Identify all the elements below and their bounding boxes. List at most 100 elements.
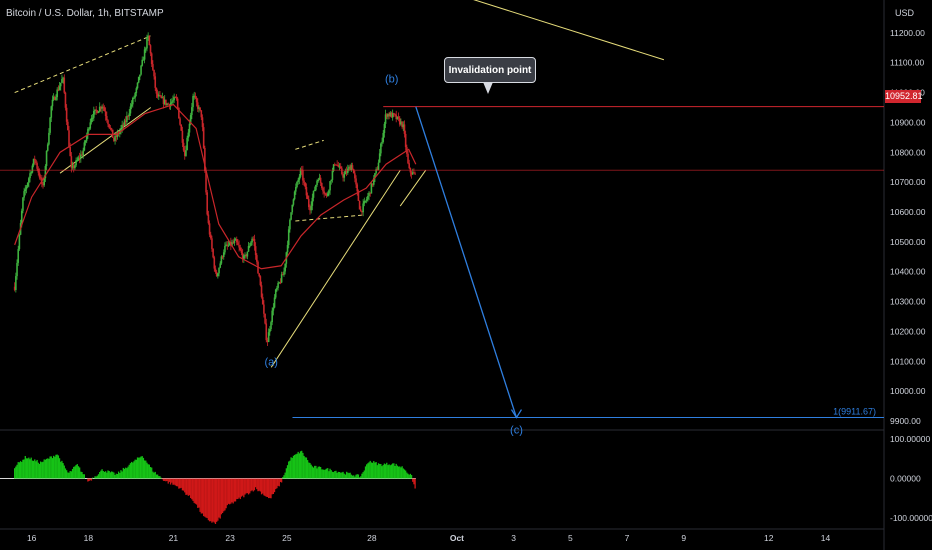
candle-body (311, 197, 314, 206)
candle-body (328, 190, 330, 194)
candle-body (231, 242, 233, 246)
candle-body (398, 118, 401, 125)
candle-body (270, 322, 272, 330)
candle-body (336, 164, 338, 166)
candle-body (152, 64, 154, 70)
candle-body (337, 164, 340, 167)
candle-body (273, 297, 276, 308)
price-tick-label: 10700.00 (890, 177, 926, 187)
candle-body (214, 268, 217, 272)
candle-body (246, 251, 249, 257)
horizontal-levels[interactable]: 1(9911.67) (0, 106, 884, 419)
candle-body (250, 242, 252, 246)
candle-body (62, 77, 64, 80)
candle-body (146, 37, 148, 49)
candle-body (371, 183, 374, 185)
candle-body (104, 111, 107, 117)
candle-body (107, 120, 109, 125)
candle-body (370, 183, 373, 194)
candle-body (315, 184, 317, 190)
candle-body (369, 192, 372, 194)
candle-body (244, 254, 246, 256)
candle-body (403, 124, 406, 134)
symbol-title[interactable]: Bitcoin / U.S. Dollar, 1h, BITSTAMP (6, 8, 164, 19)
candle-body (150, 53, 153, 65)
candle-body (338, 166, 341, 168)
candle-body (124, 120, 127, 123)
candle-body (352, 169, 355, 174)
candle-body (404, 133, 407, 148)
trendline (473, 0, 665, 61)
candle-body (50, 106, 53, 118)
candle-body (266, 340, 269, 343)
candle-body (308, 199, 310, 208)
candle-body (89, 122, 92, 129)
candle-body (61, 79, 63, 83)
candle-body (254, 246, 257, 256)
candle-body (116, 132, 119, 138)
candle-body (258, 273, 260, 277)
candle-body (233, 240, 236, 244)
candle-body (96, 110, 99, 114)
candle-body (263, 304, 265, 314)
candle-body (225, 244, 227, 246)
candle-body (401, 121, 403, 128)
candle-body (115, 135, 118, 138)
candle-body (81, 154, 83, 156)
candle-body (30, 172, 33, 174)
candle-body (271, 310, 273, 323)
candle-body (82, 150, 84, 156)
candle-body (226, 244, 229, 246)
candle-body (356, 184, 359, 192)
candle-body (113, 137, 115, 141)
moving-average (14, 103, 417, 270)
candle-body (278, 282, 281, 284)
candle-body (332, 164, 335, 172)
candle-body (175, 97, 178, 99)
candle-body (77, 157, 80, 161)
candle-body (365, 199, 368, 201)
candle-body (208, 223, 211, 235)
candle-body (413, 172, 415, 174)
candle-body (33, 158, 36, 161)
candle-body (357, 191, 360, 201)
price-tick-label: 10800.00 (890, 147, 926, 157)
candle-body (180, 124, 183, 131)
candle-body (102, 106, 105, 108)
candle-body (410, 172, 413, 175)
candle-body (193, 95, 196, 97)
candle-body (358, 200, 361, 210)
candle-body (58, 86, 61, 91)
trendline (399, 169, 427, 207)
candle-body (101, 106, 103, 109)
candle-body (83, 142, 86, 151)
candle-body (382, 133, 385, 142)
candle-body (192, 96, 194, 108)
price-series[interactable] (13, 32, 416, 347)
candle-body (52, 96, 55, 100)
wave-projection[interactable]: (a) (b) (c) (265, 74, 523, 437)
candle-body (349, 166, 351, 171)
invalidation-callout[interactable]: Invalidation point (444, 57, 536, 83)
candle-body (42, 183, 44, 186)
candle-body (93, 111, 95, 118)
candle-body (283, 271, 285, 275)
time-tick-label: 28 (367, 533, 377, 543)
candle-body (220, 256, 223, 264)
candle-body (407, 153, 409, 164)
candle-body (359, 209, 362, 212)
candle-body (304, 182, 307, 188)
candle-body (245, 254, 247, 257)
candle-body (282, 274, 284, 276)
candle-body (364, 200, 367, 202)
projection-arrow-line (415, 106, 518, 418)
candle-body (170, 101, 173, 103)
candle-body (298, 176, 301, 180)
candle-body (189, 115, 192, 124)
candle-body (209, 234, 212, 239)
candle-body (305, 187, 308, 196)
candle-body (126, 116, 128, 123)
candle-body (408, 163, 411, 169)
candle-body (56, 89, 58, 98)
